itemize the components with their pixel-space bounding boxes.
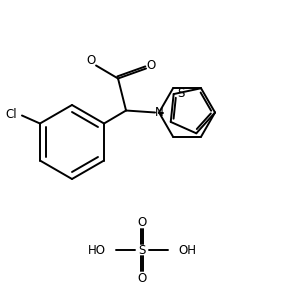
Text: O: O [86,54,96,67]
Text: OH: OH [178,243,196,257]
Text: S: S [138,243,146,257]
Text: O: O [137,216,146,228]
Text: Cl: Cl [5,108,17,121]
Text: HO: HO [88,243,106,257]
Text: O: O [137,271,146,285]
Text: N: N [155,106,163,119]
Text: S: S [177,87,184,99]
Text: O: O [146,59,156,72]
